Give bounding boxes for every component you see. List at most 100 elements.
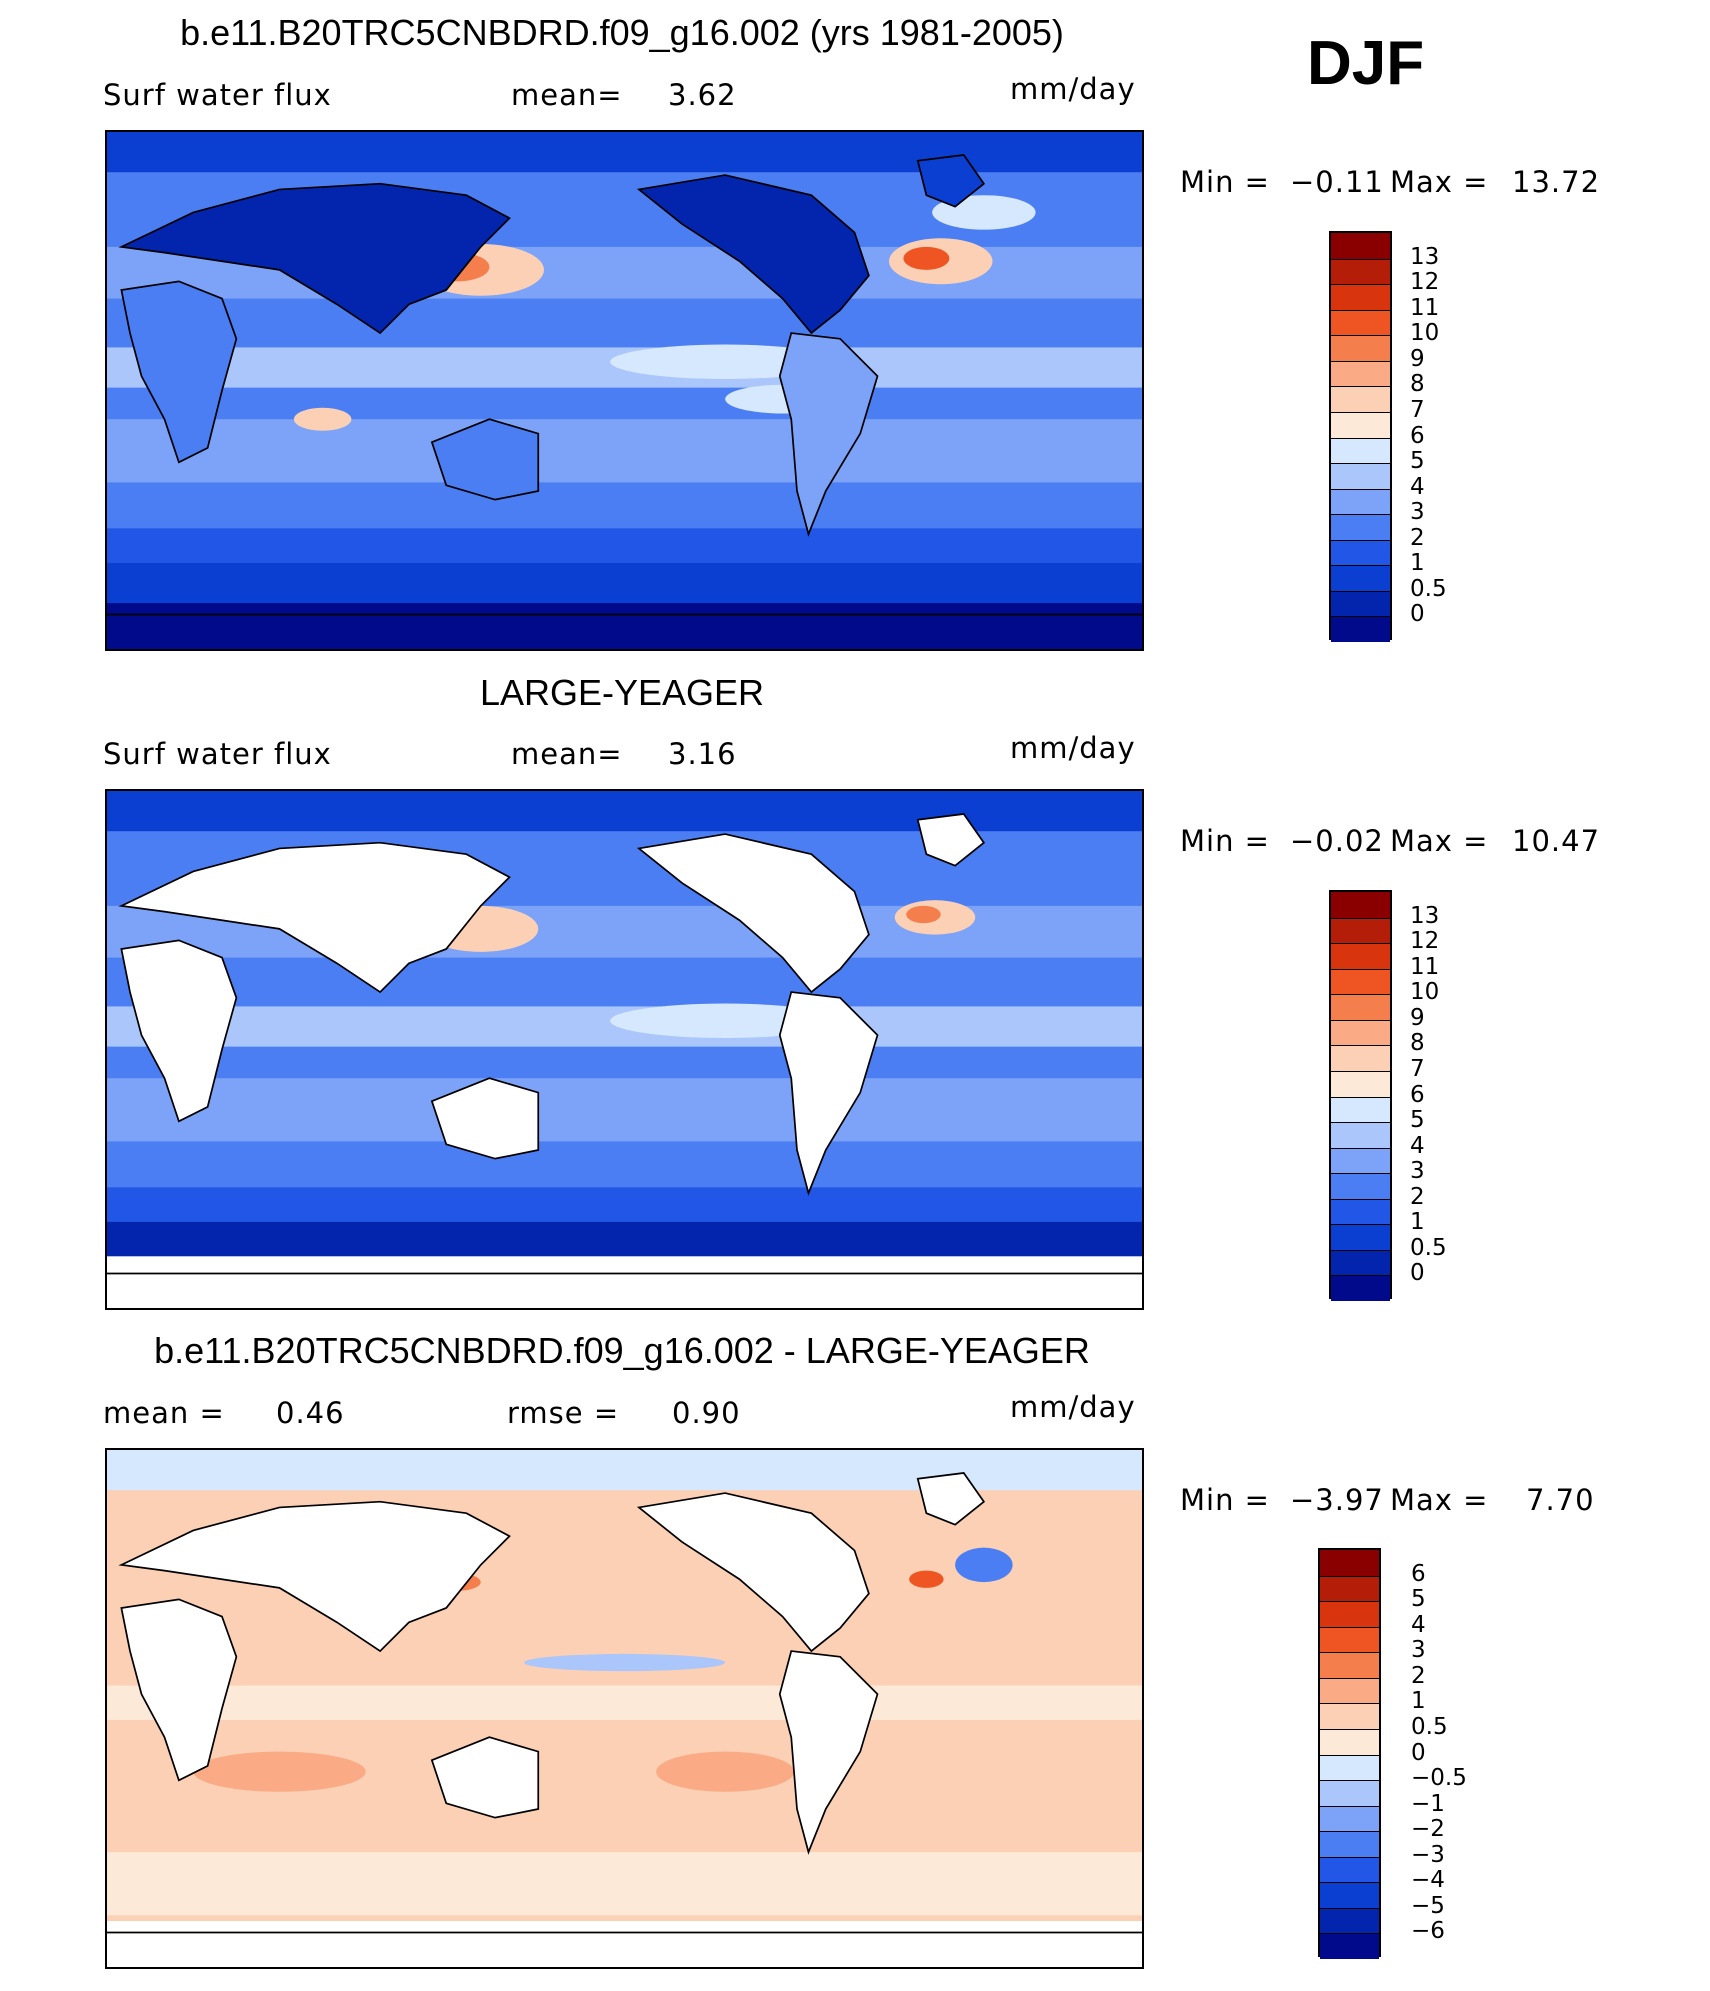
colorbar-segment [1331, 258, 1390, 285]
southern-ocean-band [107, 1852, 1142, 1916]
colorbar-segment [1331, 917, 1390, 944]
arctic-band [107, 1450, 1142, 1491]
colorbar-segment [1320, 1550, 1379, 1576]
gulf-stream-positive [909, 1570, 944, 1588]
arctic-band [107, 132, 1142, 173]
southern-ocean-band-2 [107, 1221, 1142, 1263]
colorbar-segment [1331, 1147, 1390, 1174]
colorbar-tick-label: 0 [1411, 1739, 1426, 1766]
southern-ocean-band [107, 1187, 1142, 1222]
greenland-outline [916, 154, 986, 208]
australia-outline [430, 418, 540, 501]
north-america-outline [636, 833, 870, 994]
colorbar-tick-label: 9 [1410, 345, 1425, 372]
min-value: −3.97 [1290, 1483, 1384, 1517]
map-canvas-model [107, 132, 1142, 649]
colorbar-segment [1331, 539, 1390, 566]
rmse-value: 0.90 [672, 1396, 741, 1430]
arctic-band [107, 791, 1142, 832]
colorbar-tick-label: 12 [1410, 928, 1440, 955]
colorbar-segment [1320, 1754, 1379, 1781]
min-label: Min = [1180, 1483, 1270, 1517]
south-america-outline [778, 332, 879, 537]
colorbar-segment [1331, 1173, 1390, 1199]
colorbar-segment [1320, 1728, 1379, 1755]
units-label: mm/day [1010, 1390, 1136, 1424]
colorbar-segment [1331, 1122, 1390, 1148]
units-label: mm/day [1010, 731, 1136, 765]
map-panel-diff [105, 1448, 1144, 1969]
colorbar-tick-label: 3 [1411, 1637, 1426, 1664]
colorbar-segment [1320, 1652, 1379, 1678]
panel-title-diff: b.e11.B20TRC5CNBDRD.f09_g16.002 - LARGE-… [154, 1330, 1090, 1371]
eurasia-outline [118, 1500, 511, 1653]
colorbar-segment [1331, 335, 1390, 361]
units-label: mm/day [1010, 72, 1136, 106]
colorbar-segment [1331, 565, 1390, 591]
colorbar-segment [1331, 1096, 1390, 1123]
colorbar-segment [1331, 1275, 1390, 1301]
colorbar-segment [1331, 284, 1390, 310]
colorbar-tick-label: 1 [1410, 550, 1425, 577]
colorbar-tick-label: 2 [1410, 1183, 1425, 1210]
colorbar-tick-label: 11 [1410, 294, 1440, 321]
gulf-stream-core [903, 246, 950, 270]
greenland-outline [916, 1472, 986, 1526]
colorbar-tick-label: 4 [1411, 1611, 1426, 1638]
colorbar-tick-label: 4 [1410, 1132, 1425, 1159]
max-label: Max = [1390, 1483, 1489, 1517]
colorbar-tick-label: −3 [1411, 1841, 1445, 1868]
colorbar-tick-label: 10 [1410, 979, 1440, 1006]
colorbar-tick-label: 3 [1410, 1158, 1425, 1185]
indian-ocean-high [293, 407, 352, 431]
field-name-label: Surf water flux [103, 737, 332, 771]
colorbar-tick-label: 13 [1410, 243, 1440, 270]
colorbar-tick-label: −6 [1411, 1918, 1445, 1945]
map-panel-model [105, 130, 1144, 651]
colorbar-segment [1320, 1882, 1379, 1908]
colorbar-tick-label: 10 [1410, 320, 1440, 347]
colorbar-tick-label: −1 [1411, 1790, 1445, 1817]
colorbar-segment [1320, 1601, 1379, 1627]
diff-mean-label: mean = [103, 1396, 225, 1430]
colorbar-tick-label: 12 [1410, 269, 1440, 296]
rmse-label: rmse = [507, 1396, 620, 1430]
mean-label: mean= [511, 737, 623, 771]
colorbar-tick-label: 1 [1411, 1688, 1426, 1715]
field-name-label: Surf water flux [103, 78, 332, 112]
max-value: 13.72 [1512, 165, 1601, 199]
colorbar-segment [1331, 590, 1390, 617]
colorbar-segment [1320, 1575, 1379, 1602]
colorbar-segment [1331, 437, 1390, 464]
africa-outline [120, 939, 238, 1123]
colorbar-segment [1320, 1703, 1379, 1729]
colorbar-segment [1331, 943, 1390, 969]
colorbar-segment [1331, 616, 1390, 642]
antarctica-mask [107, 1256, 1142, 1308]
colorbar-tick-label: 3 [1410, 499, 1425, 526]
colorbar-segment [1320, 1907, 1379, 1934]
mean-label: mean= [511, 78, 623, 112]
colorbar-segment [1331, 1249, 1390, 1276]
south-america-outline [778, 991, 879, 1196]
antarctica-mask [107, 1921, 1142, 1967]
min-label: Min = [1180, 165, 1270, 199]
colorbar-tick-label: 5 [1410, 448, 1425, 475]
colorbar-diff [1318, 1548, 1381, 1959]
colorbar-tick-label: −5 [1411, 1892, 1445, 1919]
colorbar-tick-label: 0.5 [1410, 575, 1447, 602]
max-value: 7.70 [1526, 1483, 1595, 1517]
min-value: −0.02 [1290, 824, 1384, 858]
colorbar-segment [1331, 1224, 1390, 1250]
subtropic-band-south [107, 1078, 1142, 1142]
min-label: Min = [1180, 824, 1270, 858]
colorbar-tick-label: 8 [1410, 1030, 1425, 1057]
north-america-outline [636, 174, 870, 335]
south-pacific-positive [656, 1751, 795, 1792]
colorbar-segment [1331, 514, 1390, 540]
australia-outline [430, 1736, 540, 1819]
colorbar-tick-label: 2 [1410, 524, 1425, 551]
colorbar-model [1329, 231, 1392, 642]
south-america-outline [778, 1650, 879, 1855]
map-canvas-obs [107, 791, 1142, 1308]
